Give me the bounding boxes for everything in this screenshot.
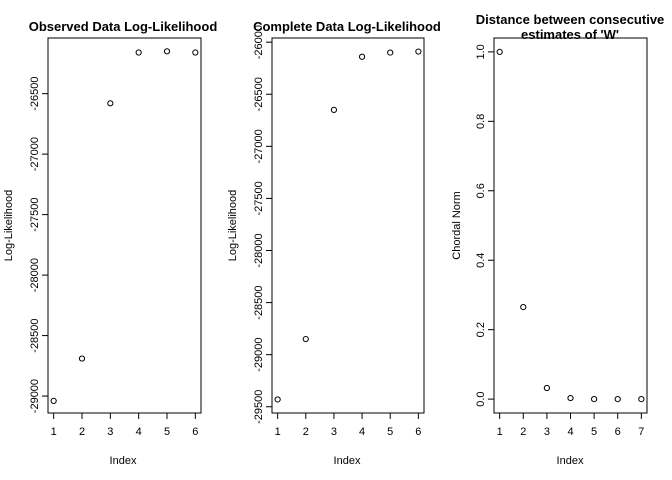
x-tick-label: 1	[51, 426, 57, 438]
x-axis-label-3: Index	[557, 455, 584, 467]
y-tick-label: 1.0	[475, 44, 487, 59]
data-point	[520, 303, 527, 311]
data-point	[78, 355, 86, 362]
data-point	[496, 48, 503, 55]
x-tick-label: 5	[387, 426, 393, 438]
x-tick-label: 6	[192, 426, 198, 438]
data-point	[638, 396, 645, 403]
y-tick-label: -26500	[29, 77, 41, 111]
chart-title-3-line-2: estimates of 'W'	[521, 27, 619, 42]
y-axis-label-1: Log-Likelihood	[3, 190, 15, 262]
y-tick-label: -28500	[29, 318, 41, 352]
y-axis-label-3: Chordal Norm	[451, 191, 463, 259]
chart-title-1: Observed Data Log-Likelihood	[29, 19, 218, 34]
y-tick-label: 0.0	[475, 391, 487, 406]
data-point	[135, 49, 142, 56]
y-tick-label: -29000	[253, 338, 265, 372]
data-point	[163, 48, 171, 55]
x-tick-label: 2	[303, 426, 309, 438]
x-tick-label: 4	[567, 426, 573, 438]
data-point	[302, 335, 309, 343]
data-point	[614, 396, 621, 403]
x-tick-label: 3	[331, 426, 337, 438]
data-point	[107, 100, 114, 107]
plot-frame-1	[47, 37, 202, 414]
y-tick-label: 0.2	[475, 322, 487, 337]
y-tick-label: -26000	[253, 25, 265, 59]
data-point	[591, 396, 598, 403]
x-tick-label: 2	[520, 426, 526, 438]
x-tick-label: 7	[638, 426, 644, 438]
x-tick-label: 3	[544, 426, 550, 438]
x-tick-label: 1	[275, 426, 281, 438]
x-tick-label: 5	[164, 426, 170, 438]
x-tick-label: 2	[79, 426, 85, 438]
data-point	[567, 394, 574, 402]
data-point	[543, 384, 550, 392]
data-point	[192, 49, 199, 56]
y-tick-label: -27000	[253, 129, 265, 163]
y-tick-label: 0.6	[475, 183, 487, 198]
x-tick-label: 4	[136, 426, 142, 438]
data-point	[50, 397, 57, 405]
y-tick-label: -26500	[253, 77, 265, 111]
y-tick-label: -29500	[253, 390, 265, 424]
y-tick-label: -28000	[29, 258, 41, 292]
data-point	[330, 106, 338, 113]
chart-title-2: Complete Data Log-Likelihood	[253, 19, 441, 34]
y-tick-label: -27000	[29, 137, 41, 171]
x-tick-label: 4	[359, 426, 365, 438]
y-tick-label: -28500	[253, 285, 265, 319]
x-tick-label: 6	[415, 426, 421, 438]
data-point	[274, 396, 281, 403]
plot-frame-3	[493, 37, 648, 414]
x-tick-label: 1	[497, 426, 503, 438]
y-axis-label-2: Log-Likelihood	[227, 190, 239, 262]
x-tick-label: 3	[107, 426, 113, 438]
y-tick-label: -28000	[253, 233, 265, 267]
y-tick-label: 0.8	[475, 114, 487, 129]
x-axis-label-2: Index	[334, 455, 361, 467]
chart-title-3-line-1: Distance between consecutive	[476, 12, 665, 27]
data-point	[358, 53, 366, 60]
x-tick-label: 5	[591, 426, 597, 438]
y-tick-label: -27500	[253, 181, 265, 215]
data-point	[387, 49, 394, 56]
x-tick-label: 6	[615, 426, 621, 438]
plot-frame-2	[271, 37, 425, 414]
data-point	[415, 48, 422, 55]
y-tick-label: -29000	[29, 379, 41, 413]
y-tick-label: -27500	[29, 197, 41, 231]
y-tick-label: 0.4	[475, 253, 487, 268]
x-axis-label-1: Index	[110, 455, 137, 467]
